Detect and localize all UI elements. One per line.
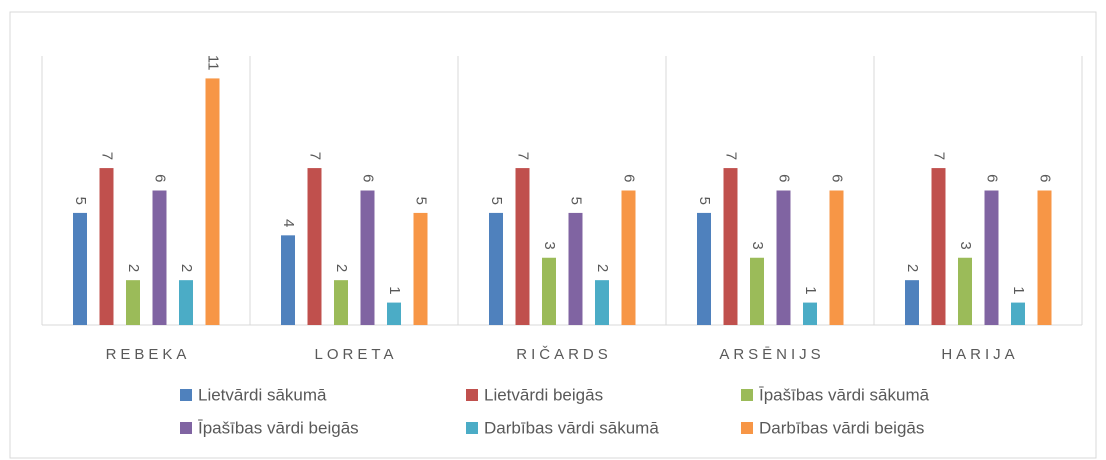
x-tick-label: RIČARDS bbox=[516, 346, 612, 363]
legend-label: Lietvārdi beigās bbox=[484, 385, 603, 404]
legend-swatch bbox=[741, 422, 753, 434]
bar bbox=[126, 280, 140, 325]
value-label: 6 bbox=[621, 174, 638, 182]
legend-label: Īpašības vārdi sākumā bbox=[759, 385, 930, 404]
value-label: 5 bbox=[488, 197, 505, 205]
bar bbox=[73, 212, 87, 325]
x-tick-label: HARIJA bbox=[941, 346, 1018, 363]
chart-frame bbox=[9, 11, 1097, 459]
value-label: 4 bbox=[280, 219, 297, 227]
legend-label: Darbības vārdi beigās bbox=[759, 418, 924, 437]
value-label: 2 bbox=[333, 264, 350, 272]
value-label: 2 bbox=[125, 264, 142, 272]
value-label: 11 bbox=[205, 55, 222, 71]
value-label: 3 bbox=[957, 241, 974, 249]
legend-label: Darbības vārdi sākumā bbox=[484, 418, 659, 437]
bar bbox=[750, 257, 764, 325]
bar bbox=[205, 78, 220, 326]
bar bbox=[776, 190, 791, 325]
value-label: 1 bbox=[1010, 286, 1027, 294]
value-label: 2 bbox=[594, 264, 611, 272]
bar bbox=[595, 280, 609, 325]
bar bbox=[387, 302, 401, 325]
bar bbox=[958, 257, 972, 325]
legend-swatch bbox=[741, 389, 753, 401]
bar bbox=[179, 280, 193, 325]
value-label: 3 bbox=[749, 241, 766, 249]
value-label: 5 bbox=[568, 197, 585, 205]
value-label: 6 bbox=[360, 174, 377, 182]
legend-label: Īpašības vārdi beigās bbox=[198, 418, 359, 437]
legend-swatch bbox=[180, 422, 192, 434]
bar bbox=[334, 280, 348, 325]
bar bbox=[568, 212, 583, 325]
x-tick-label: REBEKA bbox=[106, 346, 191, 363]
bar bbox=[984, 190, 999, 325]
bar bbox=[931, 168, 946, 325]
legend-swatch bbox=[466, 422, 478, 434]
value-label: 6 bbox=[829, 174, 846, 182]
bar bbox=[829, 190, 844, 325]
bar bbox=[697, 212, 711, 325]
value-label: 1 bbox=[386, 286, 403, 294]
value-label: 6 bbox=[776, 174, 793, 182]
bar bbox=[515, 168, 530, 325]
value-label: 1 bbox=[802, 286, 819, 294]
value-label: 6 bbox=[152, 174, 169, 182]
legend-swatch bbox=[466, 389, 478, 401]
bar bbox=[621, 190, 636, 325]
value-label: 7 bbox=[307, 152, 324, 160]
bar bbox=[803, 302, 817, 325]
value-label: 2 bbox=[178, 264, 195, 272]
value-label: 6 bbox=[1037, 174, 1054, 182]
value-label: 5 bbox=[696, 197, 713, 205]
x-tick-label: LORETA bbox=[315, 346, 398, 363]
bar bbox=[905, 280, 919, 325]
value-label: 3 bbox=[541, 241, 558, 249]
bar bbox=[152, 190, 167, 325]
value-label: 6 bbox=[984, 174, 1001, 182]
bar bbox=[281, 235, 295, 325]
value-label: 5 bbox=[72, 197, 89, 205]
bar bbox=[1011, 302, 1025, 325]
bar bbox=[1037, 190, 1052, 325]
value-label: 2 bbox=[904, 264, 921, 272]
bar bbox=[413, 212, 428, 325]
value-label: 7 bbox=[931, 152, 948, 160]
bar bbox=[360, 190, 375, 325]
value-label: 7 bbox=[99, 152, 116, 160]
x-tick-label: ARSĒNIJS bbox=[719, 346, 824, 363]
bar bbox=[307, 168, 322, 325]
value-label: 7 bbox=[515, 152, 532, 160]
bar bbox=[99, 168, 114, 325]
bar bbox=[542, 257, 556, 325]
legend-swatch bbox=[180, 389, 192, 401]
legend-label: Lietvārdi sākumā bbox=[198, 385, 327, 404]
value-label: 5 bbox=[413, 197, 430, 205]
bar bbox=[489, 212, 503, 325]
value-label: 7 bbox=[723, 152, 740, 160]
bar bbox=[723, 168, 738, 325]
